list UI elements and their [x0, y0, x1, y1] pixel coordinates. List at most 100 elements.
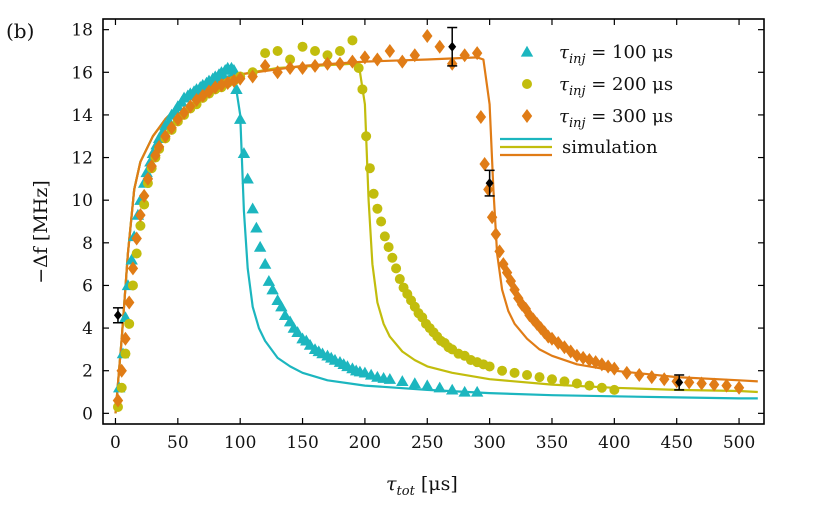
diamond-point	[513, 291, 524, 306]
data-marks	[112, 26, 758, 414]
circle-point	[357, 84, 368, 95]
triangle-point	[396, 375, 409, 387]
diamond-point	[153, 139, 165, 154]
circle-point	[135, 220, 146, 231]
diamond-point	[708, 377, 720, 392]
x-tick-label: 450	[660, 433, 692, 453]
circle-point	[596, 382, 607, 393]
diamond-point	[259, 58, 271, 73]
diamond-point	[609, 361, 620, 376]
diamond-point	[559, 340, 570, 355]
legend-label-200: τinj = 200 μs	[559, 74, 673, 99]
diamond-point	[565, 344, 576, 359]
triangle-point	[233, 112, 247, 124]
triangle-point	[125, 253, 138, 265]
circle-point	[372, 203, 383, 214]
diamond-point	[422, 29, 433, 44]
circle-point	[353, 63, 364, 74]
circle-point	[368, 188, 379, 199]
diamond-point	[721, 378, 732, 393]
legend-diamond-symbol	[521, 109, 533, 123]
diamond-point	[459, 48, 470, 63]
diamond-point	[334, 56, 346, 71]
legend-marker-circle	[522, 79, 532, 89]
diamond-point	[150, 148, 161, 163]
circle-point	[484, 361, 495, 372]
circle-point	[379, 231, 390, 242]
error-bars	[112, 26, 685, 391]
circle-point	[534, 372, 545, 383]
diamond-point	[471, 46, 483, 61]
circle-point	[609, 384, 620, 395]
diamond-point	[116, 363, 127, 378]
diamond-point	[434, 39, 445, 54]
x-axis-label-main: τ	[386, 473, 397, 495]
circle-point	[497, 365, 508, 376]
panel-label: (b)	[6, 19, 34, 43]
diamond-point	[486, 210, 498, 225]
x-tick-label: 200	[349, 433, 381, 453]
plot-border	[102, 18, 765, 425]
diamond-point	[359, 50, 371, 65]
triangle-point	[408, 377, 421, 389]
legend-label-100-value: = 100 μs	[586, 42, 674, 63]
triangle-point	[262, 274, 276, 286]
circle-point	[394, 274, 405, 285]
legend-label-200-sub: inj	[569, 84, 586, 99]
circle-point	[116, 382, 127, 393]
y-tick-label: 10	[71, 191, 93, 211]
y-tick-label: 16	[71, 63, 93, 83]
legend-label-200-main: τ	[559, 74, 570, 95]
diamond-point	[475, 110, 487, 125]
diamond-point	[733, 380, 745, 395]
y-axis-label: −Δf [MHz]	[30, 180, 52, 284]
diamond-point	[397, 54, 408, 69]
y-tick-label: 4	[82, 319, 93, 339]
circle-point	[383, 242, 394, 253]
legend-entry-simulation: simulation	[500, 137, 658, 158]
diamond-point	[135, 208, 146, 223]
legend-entry-100: τinj = 100 μs	[520, 42, 674, 67]
circle-point	[584, 380, 595, 391]
diamond-point	[112, 393, 124, 408]
circle-point	[272, 45, 283, 56]
circle-point	[391, 263, 402, 274]
triangle-point	[230, 83, 243, 94]
circle-point	[387, 252, 398, 263]
circle-point	[546, 374, 557, 385]
legend-label-100-main: τ	[559, 42, 570, 63]
x-tick-label: 300	[473, 433, 505, 453]
circle-point	[260, 48, 271, 59]
diamond-point	[571, 348, 583, 363]
series-triangle-points	[113, 61, 484, 397]
y-tick-label: 18	[71, 21, 93, 41]
circle-point	[322, 50, 333, 61]
x-tick-label: 400	[598, 433, 630, 453]
x-tick-label: 100	[224, 433, 256, 453]
diamond-point	[683, 375, 695, 390]
diamond-point	[409, 48, 420, 63]
diamond-point	[490, 227, 502, 242]
legend-entry-300: τinj = 300 μs	[521, 106, 674, 131]
circle-point	[297, 41, 308, 52]
diamond-point	[297, 61, 308, 76]
triangle-point	[278, 309, 292, 320]
legend-label-300-sub: inj	[569, 116, 586, 131]
legend-label-300-main: τ	[559, 106, 570, 127]
circle-point	[559, 376, 570, 387]
diamond-point	[138, 188, 150, 203]
legend-label-300-value: = 300 μs	[586, 106, 674, 127]
circle-point	[361, 131, 372, 142]
diamond-point	[234, 71, 246, 86]
legend-circle-symbol	[522, 79, 532, 89]
circle-point	[364, 163, 375, 174]
diamond-point	[284, 61, 296, 76]
triangle-point	[458, 385, 471, 397]
diamond-point	[531, 316, 543, 331]
diamond-point	[546, 331, 558, 346]
diamond-point	[185, 99, 196, 114]
y-tick-label: 8	[82, 234, 93, 254]
diamond-point	[178, 105, 190, 120]
triangle-point	[291, 326, 304, 337]
triangle-point	[246, 202, 259, 214]
